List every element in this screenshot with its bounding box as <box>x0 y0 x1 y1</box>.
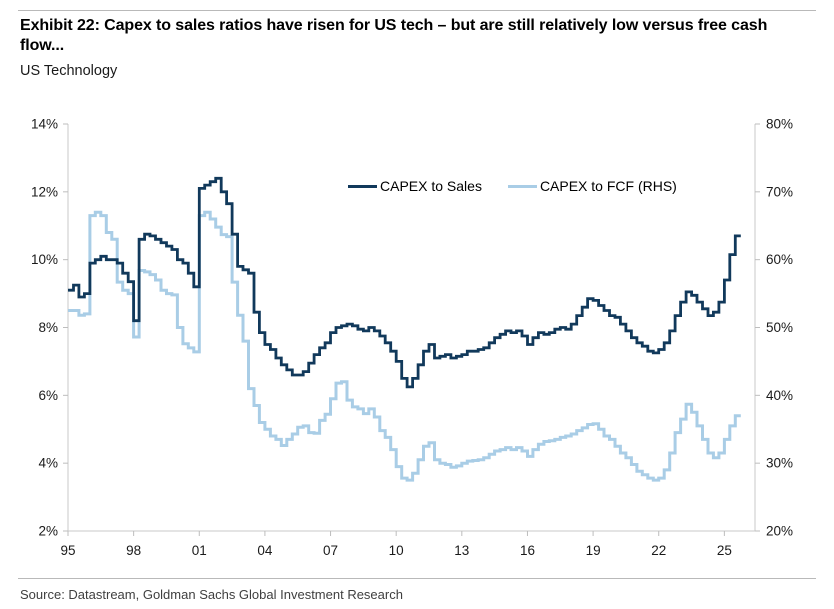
y-axis-left-tick-label: 6% <box>38 388 58 403</box>
source-note: Source: Datastream, Goldman Sachs Global… <box>20 587 403 602</box>
exhibit-title: Exhibit 22: Capex to sales ratios have r… <box>20 17 768 55</box>
y-axis-left-tick-label: 10% <box>31 252 58 267</box>
series-line-capex-to-fcf-rhs- <box>68 210 741 482</box>
exhibit-subtitle: US Technology <box>20 63 118 79</box>
y-axis-left-tick-label: 12% <box>31 184 58 199</box>
x-axis-tick-label: 04 <box>257 543 273 558</box>
x-axis-tick-label: 95 <box>60 543 75 558</box>
y-axis-left-tick-label: 14% <box>31 117 58 132</box>
y-axis-right-tick-label: 50% <box>766 320 793 335</box>
bottom-divider <box>18 578 816 579</box>
y-axis-right-tick-label: 30% <box>766 456 793 471</box>
legend-label-capex-to-sales: CAPEX to Sales <box>380 178 482 194</box>
x-axis-tick-label: 10 <box>389 543 404 558</box>
capex-to-fcf-line-swatch <box>507 184 537 188</box>
x-axis-tick-label: 19 <box>586 543 601 558</box>
top-divider <box>18 10 816 11</box>
dual-axis-line-chart: 2% 4% 6% 8% 10% 12% 14% 20% 30% 40% 50% 60% 70% 80% 95… <box>0 105 834 575</box>
legend-label-capex-to-fcf: CAPEX to FCF (RHS) <box>539 178 677 194</box>
y-axis-left-tick-label: 2% <box>38 524 58 539</box>
x-axis-tick-label: 01 <box>192 543 207 558</box>
x-axis-tick-label: 25 <box>717 543 732 558</box>
x-axis-tick-label: 13 <box>454 543 469 558</box>
chart-legend: CAPEX to Sales CAPEX to FCF (RHS) <box>348 178 677 194</box>
x-axis-tick-label: 98 <box>126 543 141 558</box>
legend-item-capex-to-sales: CAPEX to Sales <box>348 178 482 194</box>
capex-to-sales-line-swatch <box>348 184 377 188</box>
series-line-capex-to-sales <box>68 176 741 389</box>
y-axis-left-tick-label: 4% <box>38 456 58 471</box>
x-axis-tick-label: 22 <box>651 543 666 558</box>
y-axis-left-tick-label: 8% <box>38 320 58 335</box>
chart-canvas: 2% 4% 6% 8% 10% 12% 14% 20% 30% 40% 50% 60% 70% 80% 95… <box>31 117 793 559</box>
x-axis-tick-label: 16 <box>520 543 535 558</box>
x-axis-tick-label: 07 <box>323 543 338 558</box>
y-axis-right-tick-label: 60% <box>766 252 793 267</box>
y-axis-right-tick-label: 40% <box>766 388 793 403</box>
y-axis-right-tick-label: 20% <box>766 524 793 539</box>
y-axis-right-tick-label: 80% <box>766 117 793 132</box>
y-axis-right-tick-label: 70% <box>766 184 793 199</box>
legend-item-capex-to-fcf: CAPEX to FCF (RHS) <box>507 178 677 194</box>
